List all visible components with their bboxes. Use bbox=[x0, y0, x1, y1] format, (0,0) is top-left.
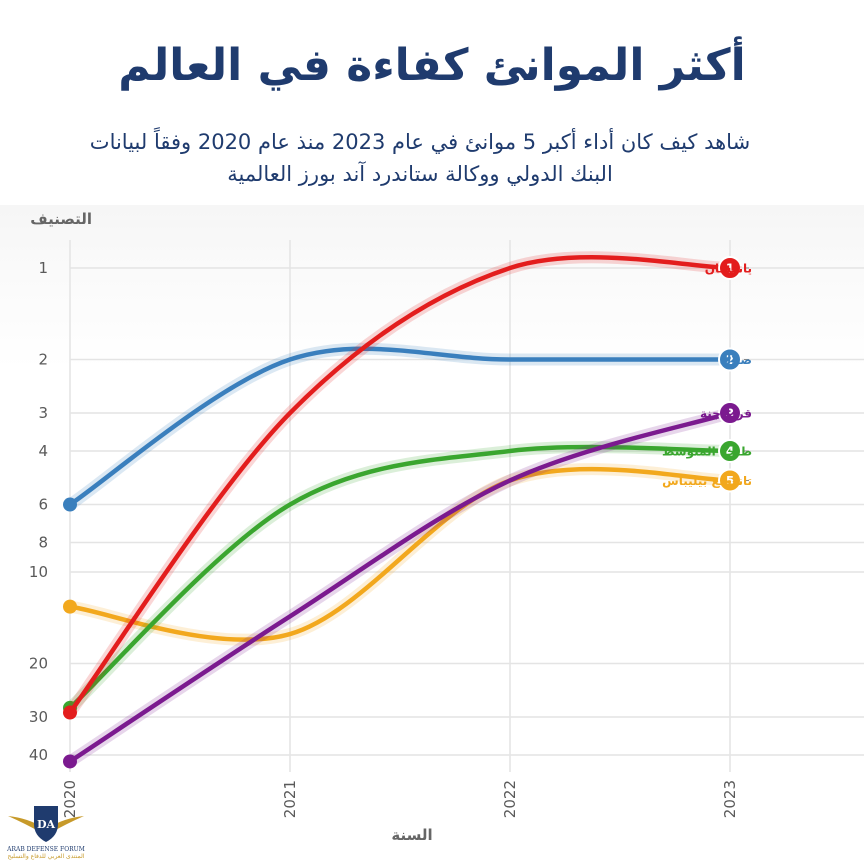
series-name-label: قرطاجنة bbox=[700, 407, 752, 421]
series-end-badge bbox=[718, 401, 742, 426]
series-glow bbox=[64, 342, 736, 511]
series-end-badge bbox=[718, 256, 742, 280]
series-line bbox=[67, 466, 733, 642]
series-line bbox=[67, 346, 733, 507]
series-start-point bbox=[63, 497, 77, 512]
series-glow bbox=[64, 251, 736, 719]
y-tick-label: 40 bbox=[29, 746, 48, 764]
y-tick-label: 30 bbox=[29, 708, 48, 726]
y-tick-label: 10 bbox=[29, 563, 48, 581]
subtitle-line-2: البنك الدولي ووكالة ستاندرد آند بورز الع… bbox=[227, 162, 613, 186]
series-rank-label: 5 bbox=[726, 474, 734, 488]
y-axis-title: التصنيف bbox=[30, 210, 92, 228]
x-tick-label: 2021 bbox=[281, 780, 299, 818]
x-tick-label: 2023 bbox=[721, 780, 739, 818]
series-name-label: طنجة المتوسط bbox=[662, 445, 752, 460]
y-tick-label: 1 bbox=[38, 259, 48, 277]
x-tick-label: 2022 bbox=[501, 780, 519, 818]
shield-logo-icon: DA bbox=[8, 806, 84, 842]
logo-tagline-text: المنتدى العربي للدفاع والتسليح bbox=[7, 853, 85, 860]
y-tick-label: 4 bbox=[38, 442, 48, 460]
x-axis-ticks: 2020 2021 2022 2023 bbox=[61, 780, 739, 818]
series-start-point bbox=[63, 754, 77, 769]
brand-logo: DA ARAB DEFENSE FORUM المنتدى العربي للد… bbox=[4, 798, 88, 862]
x-axis-title: السنة bbox=[391, 826, 432, 844]
series-rank-label: 1 bbox=[726, 262, 734, 276]
series-line bbox=[67, 410, 733, 764]
series-rank-label: 3 bbox=[726, 407, 734, 421]
logo-name-text: ARAB DEFENSE FORUM bbox=[7, 846, 85, 853]
plot-background bbox=[0, 205, 864, 864]
subtitle-line-1: شاهد كيف كان أداء أكبر 5 موانئ في عام 20… bbox=[89, 130, 751, 154]
series-name-label: يانغشان bbox=[705, 262, 752, 276]
series-name-label: تانغونغ بيليباس bbox=[662, 474, 752, 489]
x-tick-label: 2020 bbox=[61, 780, 79, 818]
y-tick-label: 3 bbox=[38, 404, 48, 422]
series-end-badge bbox=[718, 468, 742, 493]
series-start-point bbox=[63, 599, 77, 614]
series-line bbox=[67, 255, 733, 715]
y-tick-label: 2 bbox=[38, 351, 48, 369]
series-lines bbox=[63, 251, 736, 769]
y-axis-ticks: 1 2 3 4 6 8 10 20 30 40 bbox=[29, 259, 48, 764]
logo-name: ARAB DEFENSE FORUM المنتدى العربي للدفاع… bbox=[4, 846, 88, 860]
series-end-badge bbox=[718, 439, 742, 464]
series-start-point bbox=[63, 705, 77, 720]
series-rank-label: 2 bbox=[726, 353, 734, 367]
svg-text:DA: DA bbox=[37, 818, 56, 831]
series-rank-label: 4 bbox=[726, 445, 734, 459]
y-tick-label: 20 bbox=[29, 654, 48, 672]
page-subtitle: شاهد كيف كان أداء أكبر 5 موانئ في عام 20… bbox=[40, 126, 800, 190]
series-line bbox=[67, 444, 733, 711]
series-end-badge bbox=[718, 347, 742, 372]
y-tick-label: 8 bbox=[38, 534, 48, 552]
series-name-label: صلالة bbox=[720, 353, 753, 367]
page-title: أكثر الموانئ كفاءة في العالم bbox=[118, 40, 746, 91]
y-tick-label: 6 bbox=[38, 496, 48, 514]
